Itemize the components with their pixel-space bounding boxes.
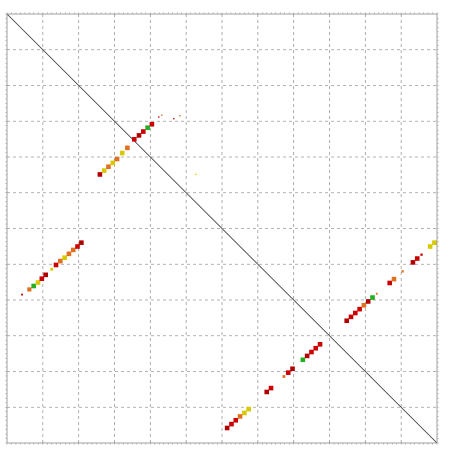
- data-point: [136, 133, 142, 138]
- data-point: [313, 345, 319, 351]
- data-point: [75, 244, 80, 249]
- data-point: [357, 306, 362, 312]
- data-point: [224, 425, 230, 431]
- data-point: [427, 244, 433, 249]
- data-point: [114, 156, 120, 162]
- data-point: [370, 295, 375, 300]
- data-point: [149, 121, 155, 127]
- data-point: [242, 410, 247, 416]
- data-point: [348, 314, 354, 320]
- data-point: [125, 145, 130, 151]
- data-point: [237, 414, 243, 419]
- data-point: [344, 318, 349, 324]
- data-point: [106, 164, 111, 170]
- data-point: [31, 283, 36, 289]
- data-point: [131, 136, 137, 142]
- data-point: [101, 168, 107, 173]
- data-point: [195, 173, 197, 176]
- data-point: [53, 262, 59, 268]
- data-point: [246, 406, 251, 412]
- data-point: [145, 125, 150, 130]
- diagonal-line: [6, 13, 438, 444]
- data-point: [233, 417, 239, 423]
- data-point: [173, 117, 175, 120]
- plot-border: [6, 13, 438, 444]
- data-point: [410, 260, 416, 265]
- data-point: [432, 240, 437, 245]
- data-point: [365, 299, 371, 304]
- data-point: [229, 421, 234, 427]
- data-point: [414, 256, 420, 261]
- data-point: [39, 276, 45, 281]
- data-point: [282, 375, 286, 378]
- data-point: [361, 302, 367, 308]
- data-point: [268, 385, 274, 391]
- data-point: [62, 255, 67, 260]
- data-point: [66, 251, 72, 257]
- data-point: [110, 160, 116, 166]
- data-point: [161, 114, 163, 116]
- data-point: [179, 114, 181, 117]
- data-point: [309, 349, 314, 355]
- data-point: [141, 129, 146, 134]
- data-point: [375, 292, 378, 295]
- data-point: [79, 240, 84, 245]
- data-point: [70, 247, 76, 253]
- data-point: [285, 370, 291, 375]
- data-point: [387, 280, 392, 286]
- data-point: [97, 172, 103, 177]
- data-points: [21, 114, 437, 431]
- data-point: [27, 287, 32, 292]
- data-point: [43, 272, 48, 278]
- data-point: [50, 267, 54, 271]
- data-point: [391, 276, 397, 282]
- data-point: [290, 366, 295, 372]
- data-point: [401, 270, 404, 273]
- data-point: [119, 150, 125, 156]
- data-point: [21, 293, 23, 296]
- data-point: [158, 116, 160, 118]
- data-point: [58, 258, 63, 264]
- data-point: [35, 280, 41, 285]
- data-point: [264, 389, 270, 395]
- data-point: [353, 310, 358, 316]
- data-point: [420, 253, 423, 256]
- data-point: [317, 342, 323, 347]
- data-point: [304, 353, 310, 359]
- data-point: [300, 357, 306, 363]
